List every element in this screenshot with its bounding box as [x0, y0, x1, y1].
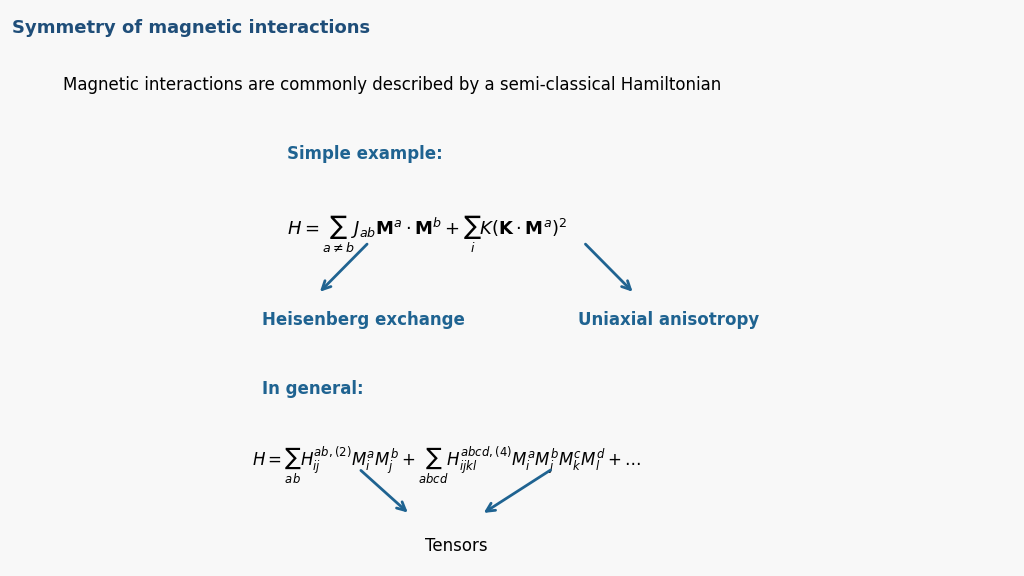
- Text: $H = \sum_{ab} H_{ij}^{ab,(2)} M_i^a M_j^b + \sum_{abcd} H_{ijkl}^{abcd,(4)} M_i: $H = \sum_{ab} H_{ij}^{ab,(2)} M_i^a M_j…: [252, 446, 641, 486]
- Text: Heisenberg exchange: Heisenberg exchange: [262, 311, 465, 329]
- Text: Simple example:: Simple example:: [288, 145, 443, 162]
- Text: Tensors: Tensors: [425, 537, 487, 555]
- Text: In general:: In general:: [262, 380, 364, 397]
- Text: Magnetic interactions are commonly described by a semi-classical Hamiltonian: Magnetic interactions are commonly descr…: [62, 76, 721, 94]
- Text: Uniaxial anisotropy: Uniaxial anisotropy: [579, 311, 760, 329]
- Text: Symmetry of magnetic interactions: Symmetry of magnetic interactions: [11, 18, 370, 37]
- Text: $H = \sum_{a \neq b} J_{ab}\mathbf{M}^a \cdot \mathbf{M}^b + \sum_i K(\mathbf{K}: $H = \sum_{a \neq b} J_{ab}\mathbf{M}^a …: [288, 214, 567, 255]
